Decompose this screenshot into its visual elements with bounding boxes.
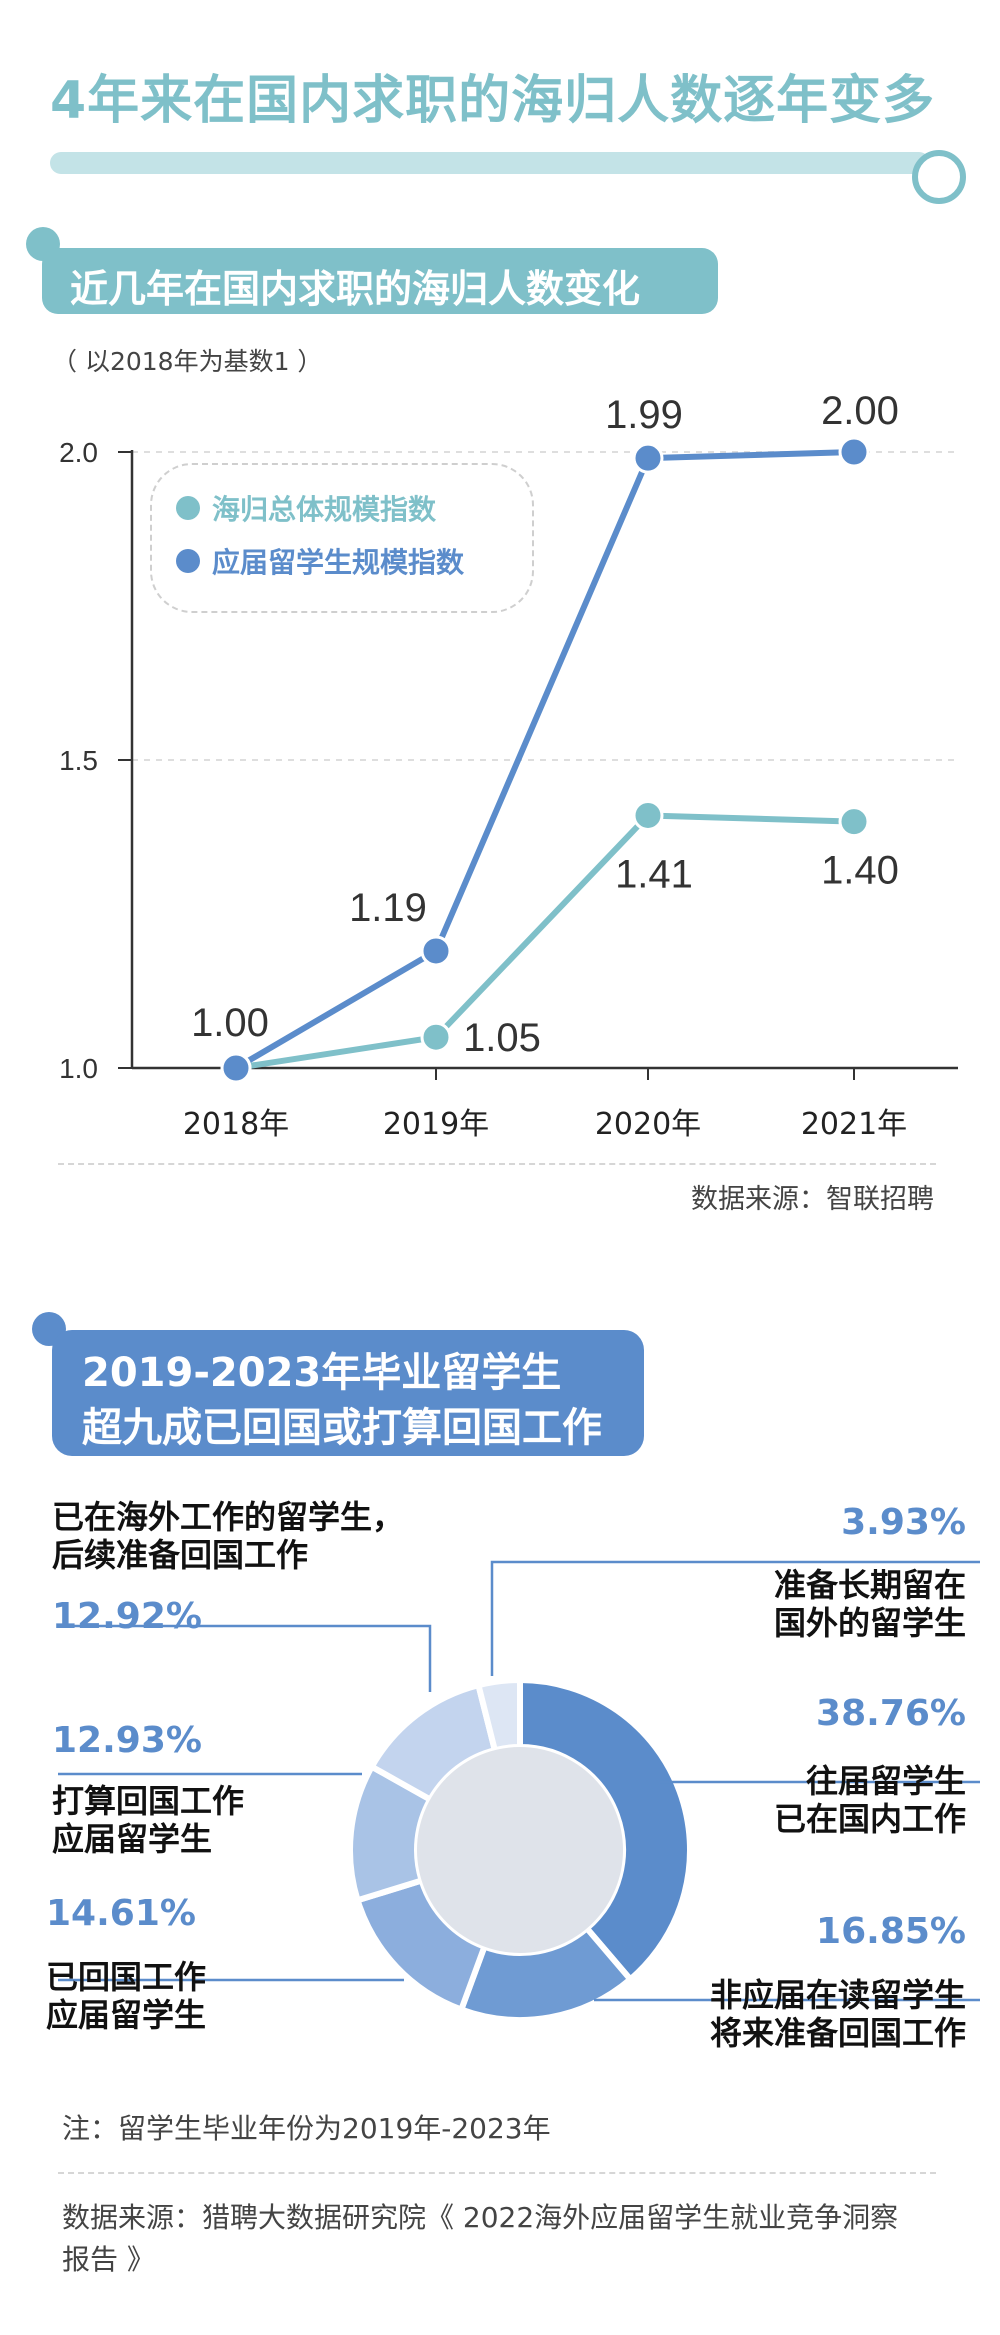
data-point	[632, 799, 664, 831]
legend-marker-teal	[176, 496, 200, 520]
data-label: 1.05	[463, 1016, 541, 1060]
y-tick-label: 1.5	[59, 745, 98, 776]
data-label: 1.99	[605, 393, 683, 437]
data-point	[220, 1052, 252, 1084]
slice-label-past-grads-1: 往届留学生	[805, 1762, 966, 1800]
slice-percent-plan-return: 12.93%	[52, 1720, 202, 1761]
slice-label-past-grads-2: 已在国内工作	[773, 1800, 966, 1838]
x-tick-label: 2019年	[383, 1107, 489, 1140]
main-title: 4年来在国内求职的海归人数逐年变多	[50, 71, 936, 131]
line-chart: 1.0 1.5 2.0 2018年 2019年 2020年 2021年 1.05 1.41 1.4…	[59, 389, 958, 1140]
data-point	[632, 442, 664, 474]
slice-label-returned-1: 已回国工作	[46, 1958, 207, 1996]
data-point	[838, 806, 870, 838]
y-tick-label: 2.0	[59, 437, 98, 468]
slice-label-current-students-1: 非应届在读留学生	[709, 1976, 966, 2014]
data-point	[838, 436, 870, 468]
series-line	[235, 812, 855, 1071]
section2-title-line2: 超九成已回国或打算回国工作	[82, 1405, 602, 1451]
section1-header-banner	[42, 248, 718, 314]
donut-chart	[58, 1560, 980, 2023]
legend-item-graduates: 应届留学生规模指数	[176, 541, 464, 581]
divider	[58, 1163, 936, 1165]
slice-label-current-students-2: 将来准备回国工作	[709, 2014, 966, 2052]
data-point	[420, 935, 452, 967]
legend-box	[150, 463, 534, 613]
slice-percent-returned: 14.61%	[46, 1893, 196, 1934]
slice-label-long-stay-2: 国外的留学生	[773, 1604, 966, 1642]
legend-item-overall: 海归总体规模指数	[176, 488, 436, 528]
series-line	[234, 449, 855, 1071]
x-tick-label: 2018年	[183, 1107, 289, 1140]
x-tick-label: 2021年	[801, 1107, 907, 1140]
data-point	[420, 1021, 452, 1053]
slice-percent-current-students: 16.85%	[816, 1911, 966, 1952]
section2-title-line1: 2019-2023年毕业留学生	[82, 1350, 562, 1396]
legend-label-graduates: 应届留学生规模指数	[212, 546, 465, 579]
data-label: 2.00	[821, 389, 899, 433]
footnote: 注：留学生毕业年份为2019年-2023年	[62, 2112, 551, 2145]
source-note-2-line1: 数据来源：猎聘大数据研究院《 2022海外应届留学生就业竞争洞察	[62, 2201, 899, 2234]
title-underline-bar	[50, 152, 930, 174]
data-label: 1.00	[191, 1001, 269, 1045]
source-note-1: 数据来源：智联招聘	[691, 1184, 934, 1215]
slice-label-returned-2: 应届留学生	[46, 1996, 207, 2034]
slice-label-plan-return-1: 打算回国工作	[52, 1782, 245, 1820]
donut-center	[417, 1747, 623, 1953]
slice-label-overseas-2: 后续准备回国工作	[52, 1536, 309, 1574]
section1-title: 近几年在国内求职的海归人数变化	[70, 267, 641, 311]
base-note: （ 以2018年为基数1 ）	[52, 347, 323, 376]
slice-percent-overseas: 12.92%	[52, 1596, 202, 1637]
section2-header-banner	[52, 1330, 644, 1456]
y-tick-label: 1.0	[59, 1053, 98, 1084]
slice-label-long-stay-1: 准备长期留在	[773, 1566, 966, 1604]
x-tick-label: 2020年	[595, 1107, 701, 1140]
leader-line	[490, 1560, 980, 1676]
data-label: 1.19	[349, 886, 427, 930]
data-label: 1.41	[615, 852, 693, 896]
slice-percent-past-grads: 38.76%	[816, 1693, 966, 1734]
source-note-2-line2: 报告 》	[62, 2243, 155, 2276]
leader-line	[58, 1624, 432, 1692]
slice-label-overseas-1: 已在海外工作的留学生，	[52, 1498, 405, 1536]
divider	[58, 2172, 936, 2174]
data-label: 1.40	[821, 849, 899, 893]
slice-percent-long-stay: 3.93%	[841, 1502, 966, 1543]
slice-label-plan-return-2: 应届留学生	[52, 1820, 213, 1858]
title-ring-decoration	[912, 150, 966, 204]
legend-label-overall: 海归总体规模指数	[212, 493, 437, 526]
legend-marker-blue	[176, 549, 200, 573]
